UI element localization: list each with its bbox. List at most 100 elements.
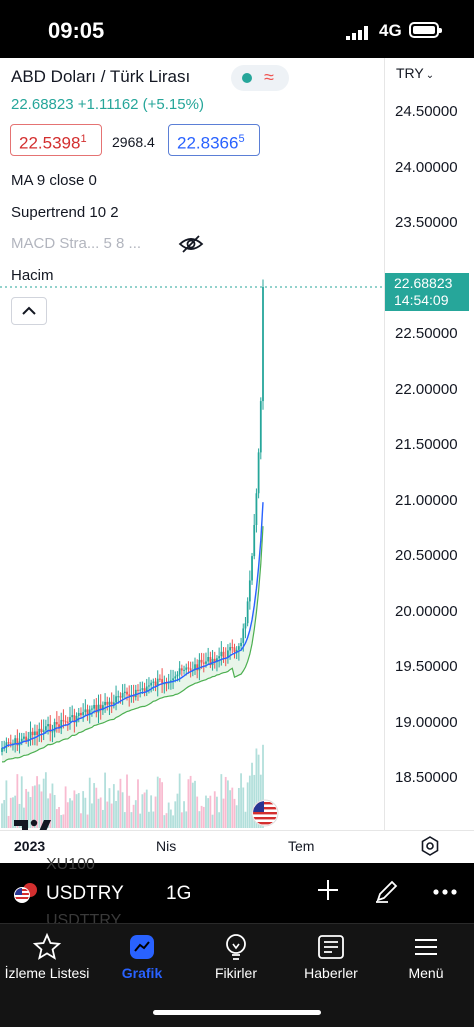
- time-label-2023: 2023: [14, 838, 46, 854]
- tab-watchlist[interactable]: İzleme Listesi: [0, 932, 94, 981]
- chart-settings-icon[interactable]: [419, 835, 441, 857]
- candle-body: [137, 689, 139, 691]
- volume-bar: [207, 798, 210, 828]
- current-time-label: 14:54:09: [394, 292, 449, 308]
- eye-slash-icon[interactable]: [178, 234, 204, 254]
- volume-bar: [224, 776, 227, 828]
- volume-bar: [202, 806, 205, 828]
- chart-icon: [130, 935, 154, 959]
- price-chart[interactable]: [0, 58, 384, 830]
- volume-bar: [189, 775, 192, 828]
- candle-body: [58, 724, 60, 729]
- volume-bar: [53, 794, 56, 828]
- candle-body: [141, 688, 144, 690]
- tab-news[interactable]: Haberler: [284, 932, 378, 981]
- sell-price-button[interactable]: 22.53981: [10, 124, 102, 156]
- candle-body: [60, 719, 63, 729]
- volume-bar: [194, 780, 196, 828]
- candle-body: [112, 702, 115, 705]
- network-type: 4G: [379, 21, 402, 40]
- indicator-volume[interactable]: Hacim: [11, 267, 54, 284]
- us-flag-icon[interactable]: [251, 799, 279, 827]
- volume-bar: [33, 785, 36, 828]
- volume-bar: [126, 774, 128, 828]
- volume-bar: [132, 804, 135, 828]
- candle-body: [248, 580, 251, 602]
- price-tick-label: 22.50000: [395, 325, 458, 342]
- price-tick-label: 22.00000: [395, 380, 458, 398]
- volume-bar: [75, 794, 78, 828]
- pair-title[interactable]: ABD Doları / Türk Lirası: [11, 67, 191, 86]
- symbol-selector[interactable]: USDTRY: [46, 883, 124, 904]
- volume-bar: [262, 744, 264, 828]
- price-axis[interactable]: [384, 58, 474, 830]
- tab-chart[interactable]: Grafik: [95, 932, 189, 981]
- drawing-pen-icon[interactable]: [374, 878, 400, 904]
- candle-body: [101, 705, 104, 711]
- news-icon: [318, 935, 344, 959]
- add-plus-icon[interactable]: [316, 878, 340, 902]
- candle-body: [196, 664, 199, 671]
- candle-body: [117, 696, 120, 698]
- volume-bar: [12, 797, 14, 828]
- candle-body: [143, 688, 146, 692]
- volume-bar: [91, 803, 93, 828]
- price-tick-label: 24.50000: [395, 103, 458, 120]
- volume-bar: [167, 802, 170, 828]
- candle-body: [16, 738, 19, 746]
- indicator-macd[interactable]: MACD Stra... 5 8 ...: [11, 235, 142, 252]
- volume-bar: [209, 795, 212, 828]
- candle-body: [180, 668, 183, 671]
- tab-ideas[interactable]: Fikirler: [189, 932, 283, 981]
- volume-bar: [117, 790, 120, 828]
- tab-label: Fikirler: [215, 965, 257, 981]
- collapse-legend-button[interactable]: [11, 297, 47, 325]
- market-status-pill[interactable]: ≈: [231, 65, 289, 91]
- status-time: 09:05: [48, 18, 105, 43]
- interval-selector[interactable]: 1G: [166, 883, 192, 904]
- candle-body: [99, 704, 102, 711]
- candle-body: [253, 524, 256, 557]
- candle-body: [213, 658, 216, 663]
- tab-menu[interactable]: Menü: [379, 932, 473, 981]
- candle-body: [187, 667, 190, 669]
- candle-body: [152, 681, 155, 683]
- time-axis[interactable]: [0, 830, 474, 864]
- price-tick-label: 20.50000: [395, 547, 458, 564]
- candle-body: [110, 701, 113, 705]
- volume-bar: [42, 778, 45, 828]
- buy-price: 22.8366: [177, 133, 239, 153]
- time-label-tem: Tem: [288, 838, 315, 854]
- candle-body: [47, 724, 49, 727]
- indicator-supertrend[interactable]: Supertrend 10 2: [11, 204, 119, 221]
- candle-body: [5, 742, 8, 748]
- candle-body: [75, 716, 78, 723]
- volume-bar: [55, 809, 58, 828]
- candle-body: [231, 647, 234, 649]
- volume-bar: [1, 803, 3, 828]
- volume-bar: [60, 815, 63, 828]
- volume-bar: [141, 794, 144, 828]
- volume-bar: [163, 815, 166, 828]
- more-options-icon[interactable]: [432, 888, 458, 896]
- volume-bar: [246, 782, 249, 828]
- indicator-ma[interactable]: MA 9 close 0: [11, 172, 97, 189]
- candle-body: [163, 683, 166, 685]
- candle-body: [38, 728, 41, 735]
- lightbulb-icon: [226, 934, 246, 960]
- currency-selector[interactable]: TRY ⌄: [396, 65, 434, 81]
- candle-body: [55, 722, 58, 725]
- volume-bar: [101, 809, 104, 828]
- volume-bar: [47, 798, 49, 828]
- candle-body: [202, 662, 205, 664]
- candle-body: [106, 701, 109, 705]
- candle-body: [216, 658, 218, 663]
- candle-body: [205, 661, 207, 664]
- spread-value: 2968.4: [112, 134, 155, 150]
- volume-bar: [128, 795, 131, 828]
- candle-body: [148, 685, 150, 687]
- candle-body: [218, 656, 221, 659]
- volume-bar: [40, 791, 43, 828]
- candle-body: [119, 696, 122, 698]
- buy-price-button[interactable]: 22.83665: [168, 124, 260, 156]
